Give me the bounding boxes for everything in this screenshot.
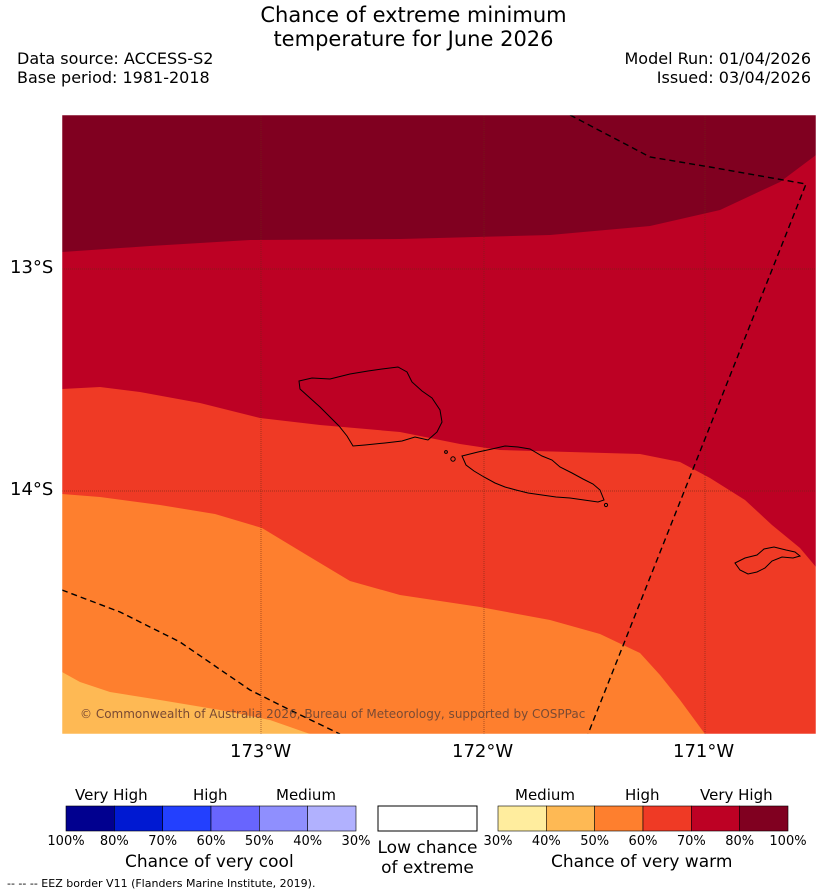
cool-swatch-0 xyxy=(65,805,115,832)
neutral-line-1: Low chance xyxy=(377,838,478,858)
savaii-island xyxy=(298,366,443,447)
warm-legend-title: Chance of very warm xyxy=(551,852,733,872)
warm-tick-3: 60% xyxy=(628,834,658,849)
cool-tick-3: 60% xyxy=(196,834,226,849)
upolu-island xyxy=(461,445,605,503)
warm-tick-2: 50% xyxy=(580,834,610,849)
warm-swatch-4 xyxy=(691,805,740,832)
cool-legend-title: Chance of very cool xyxy=(125,852,294,872)
zone-med-60 xyxy=(62,494,705,734)
lon-label-173w: 173°W xyxy=(230,741,292,762)
lon-label-172w: 172°W xyxy=(452,741,514,762)
cool-swatch-1 xyxy=(114,805,163,832)
lat-label-13s: 13°S xyxy=(10,257,54,278)
neutral-line-2: of extreme xyxy=(381,858,474,878)
title-line-1: Chance of extreme minimum xyxy=(260,3,567,27)
data-source: Data source: ACCESS-S2 xyxy=(17,49,214,68)
map-title: Chance of extreme minimum temperature fo… xyxy=(0,3,827,51)
cool-tick-2: 70% xyxy=(148,834,178,849)
islands xyxy=(298,366,802,575)
issued-date: Issued: 03/04/2026 xyxy=(656,68,811,87)
warm-swatch-5 xyxy=(739,805,789,832)
warm-tick-4: 70% xyxy=(676,834,706,849)
meta-right: Model Run: 01/04/2026 Issued: 03/04/2026 xyxy=(625,49,812,87)
tutuila-island xyxy=(734,546,802,575)
cool-tick-4: 50% xyxy=(244,834,274,849)
cool-swatch-3 xyxy=(210,805,260,832)
cool-tick-1: 80% xyxy=(99,834,129,849)
cool-header-high: High xyxy=(193,786,228,804)
cool-swatch-2 xyxy=(162,805,212,832)
lat-label-14s: 14°S xyxy=(10,479,54,500)
warm-swatch-0 xyxy=(497,805,547,832)
warm-swatch-1 xyxy=(546,805,595,832)
warm-tick-1: 40% xyxy=(531,834,561,849)
legend-cool-bar xyxy=(65,805,357,832)
warm-swatch-2 xyxy=(594,805,644,832)
map-frame xyxy=(61,114,817,735)
cool-header-very-high: Very High xyxy=(75,786,148,804)
zone-med-50 xyxy=(62,672,310,734)
probability-shading xyxy=(62,115,816,734)
eez-border xyxy=(62,115,807,734)
neutral-legend-label: Low chance of extreme xyxy=(377,838,478,878)
title-line-2: temperature for June 2026 xyxy=(273,27,554,51)
warm-header-medium: Medium xyxy=(515,786,575,804)
meta-left: Data source: ACCESS-S2 Base period: 1981… xyxy=(17,49,213,87)
warm-tick-6: 100% xyxy=(769,834,807,849)
warm-tick-5: 80% xyxy=(725,834,755,849)
warm-tick-0: 30% xyxy=(483,834,513,849)
cool-header-medium: Medium xyxy=(276,786,336,804)
legend-warm-bar xyxy=(497,805,789,832)
copyright-notice: © Commonwealth of Australia 2026, Bureau… xyxy=(80,707,586,721)
cool-swatch-4 xyxy=(259,805,308,832)
warm-header-high: High xyxy=(625,786,660,804)
cool-tick-5: 40% xyxy=(293,834,323,849)
warm-swatch-3 xyxy=(642,805,692,832)
eez-border-note: -- -- -- EEZ border V11 (Flanders Marine… xyxy=(7,877,316,890)
legend-neutral-box xyxy=(377,805,478,832)
cool-swatch-5 xyxy=(307,805,357,832)
base-period: Base period: 1981-2018 xyxy=(17,68,210,87)
graticule xyxy=(62,115,816,734)
warm-header-very-high: Very High xyxy=(700,786,773,804)
model-run: Model Run: 01/04/2026 xyxy=(624,49,812,68)
cool-tick-0: 100% xyxy=(47,834,85,849)
cool-tick-6: 30% xyxy=(341,834,371,849)
lon-label-171w: 171°W xyxy=(673,741,735,762)
